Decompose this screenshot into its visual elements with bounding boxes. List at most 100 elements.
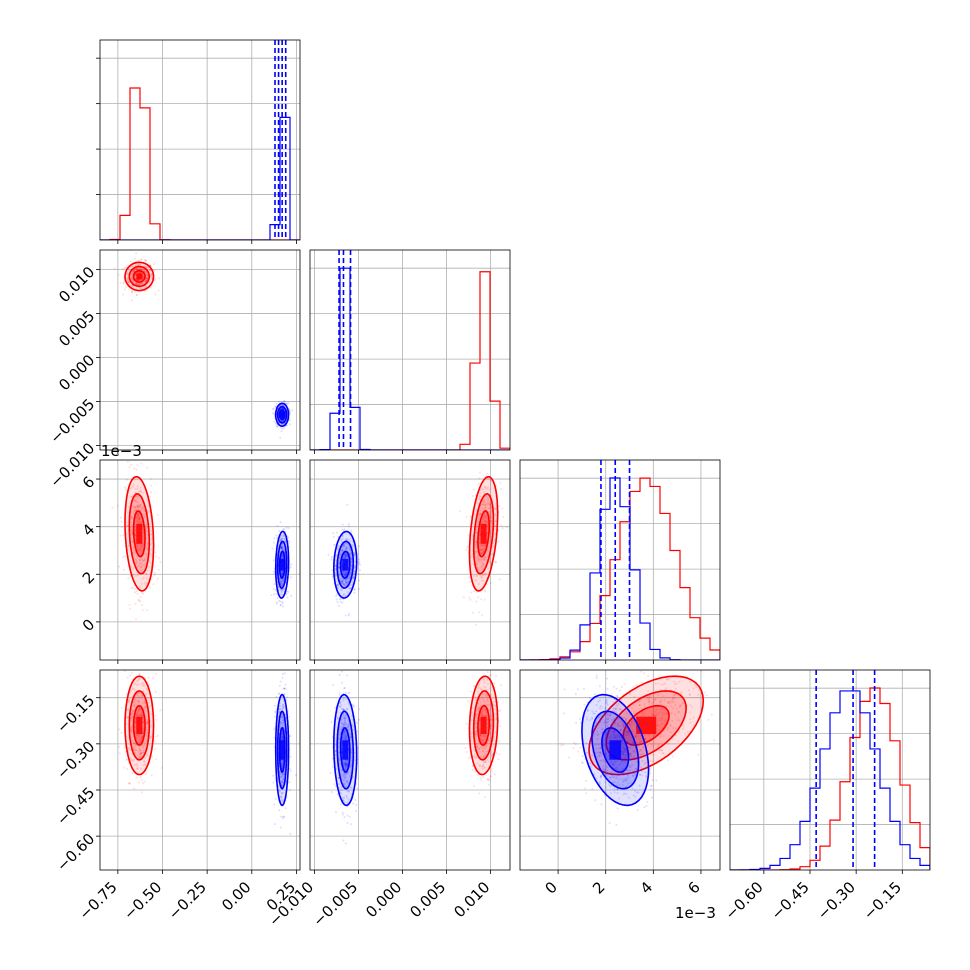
sample-point	[334, 564, 337, 567]
sample-point	[284, 807, 287, 810]
sample-point	[280, 539, 283, 542]
sample-point	[130, 719, 133, 722]
sample-point	[144, 707, 147, 710]
sample-point	[124, 555, 127, 558]
sample-point	[280, 407, 283, 410]
sample-point	[480, 765, 483, 768]
sample-point	[478, 533, 481, 536]
sample-point	[598, 747, 601, 750]
sample-point	[120, 731, 123, 734]
sample-point	[276, 536, 279, 539]
sample-point	[341, 582, 344, 585]
sample-point	[487, 567, 490, 570]
sample-point	[137, 279, 140, 282]
sample-point	[482, 579, 485, 582]
sample-point	[486, 550, 489, 553]
sample-point	[136, 545, 139, 548]
sample-point	[346, 503, 349, 506]
sample-point	[124, 488, 127, 491]
sample-point	[279, 582, 282, 585]
sample-point	[148, 705, 151, 708]
sample-point	[342, 738, 345, 741]
sample-point	[282, 527, 285, 530]
sample-point	[606, 724, 609, 727]
sample-point	[135, 749, 138, 752]
sample-point	[474, 579, 477, 582]
sample-point	[475, 546, 478, 549]
sample-point	[145, 277, 148, 280]
sample-point	[149, 264, 152, 267]
sample-point	[490, 755, 493, 758]
sample-point	[281, 588, 284, 591]
sample-point	[139, 546, 142, 549]
sample-point	[140, 549, 143, 552]
sample-point	[344, 764, 347, 767]
sample-point	[280, 791, 283, 794]
sample-point	[145, 271, 148, 274]
sample-point	[344, 763, 347, 766]
sample-point	[481, 568, 484, 571]
sample-point	[144, 280, 147, 283]
sample-point	[130, 521, 133, 524]
sample-point	[284, 540, 287, 543]
sample-point	[141, 684, 144, 687]
sample-point	[342, 772, 345, 775]
sample-point	[479, 513, 482, 516]
sample-point	[288, 419, 291, 422]
sample-point	[480, 509, 483, 512]
sample-point	[689, 721, 692, 724]
sample-point	[146, 726, 149, 729]
sample-point	[629, 753, 632, 756]
sample-point	[477, 685, 480, 688]
sample-point	[142, 508, 145, 511]
sample-point	[481, 708, 484, 711]
sample-point	[482, 492, 485, 495]
sample-point	[279, 600, 282, 603]
sample-point	[154, 758, 157, 761]
sample-point	[283, 400, 286, 403]
sample-point	[134, 499, 137, 502]
sample-point	[612, 760, 615, 763]
sample-point	[138, 748, 141, 751]
sample-point	[344, 581, 347, 584]
sample-point	[278, 400, 281, 403]
sample-point	[342, 578, 345, 581]
sample-point	[494, 731, 497, 734]
sample-point	[145, 577, 148, 580]
sample-point	[656, 725, 659, 728]
sample-point	[142, 544, 145, 547]
sample-point	[138, 736, 141, 739]
panel-frame	[309, 459, 511, 661]
sample-point	[131, 278, 134, 281]
sample-point	[136, 764, 139, 767]
sample-point	[488, 501, 491, 504]
sample-point	[346, 763, 349, 766]
sample-point	[127, 700, 130, 703]
sample-point	[481, 487, 484, 490]
sample-point	[138, 701, 141, 704]
sample-point	[140, 582, 143, 585]
sample-point	[127, 281, 130, 284]
sample-point	[487, 784, 490, 787]
sample-point	[281, 582, 284, 585]
sample-point	[480, 547, 483, 550]
sample-point	[282, 703, 285, 706]
sample-point	[143, 744, 146, 747]
sample-point	[481, 765, 484, 768]
sample-point	[136, 544, 139, 547]
sample-point	[143, 509, 146, 512]
sample-point	[330, 721, 333, 724]
panel-3-0: −0.75 −0.50 −0.25 0.00 0.25−0.60−0.45−0.30−0…	[53, 669, 301, 923]
sample-point	[147, 505, 150, 508]
sample-point	[132, 710, 135, 713]
sample-point	[347, 692, 350, 695]
sample-point	[489, 694, 492, 697]
sample-point	[476, 524, 479, 527]
sample-point	[338, 733, 341, 736]
sample-point	[356, 567, 359, 570]
sample-point	[478, 611, 481, 614]
sample-point	[130, 276, 133, 279]
sample-point	[484, 557, 487, 560]
sample-point	[136, 293, 139, 296]
sample-point	[482, 685, 485, 688]
